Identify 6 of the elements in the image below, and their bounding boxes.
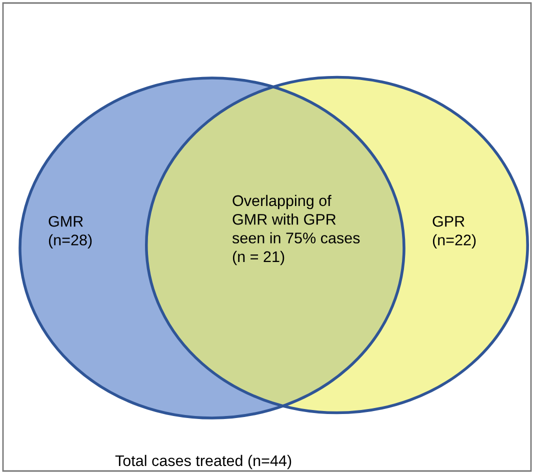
category-label: GMR: [48, 216, 83, 227]
data-label: (n=28): [48, 234, 92, 248]
text: Overlapping of GMR with GPR seen in 75% cases (n = 21): [232, 194, 360, 266]
text: Total cases treated (n=44): [115, 454, 292, 470]
category-label: GPR: [432, 216, 464, 227]
data-label: (n=22): [432, 234, 476, 248]
